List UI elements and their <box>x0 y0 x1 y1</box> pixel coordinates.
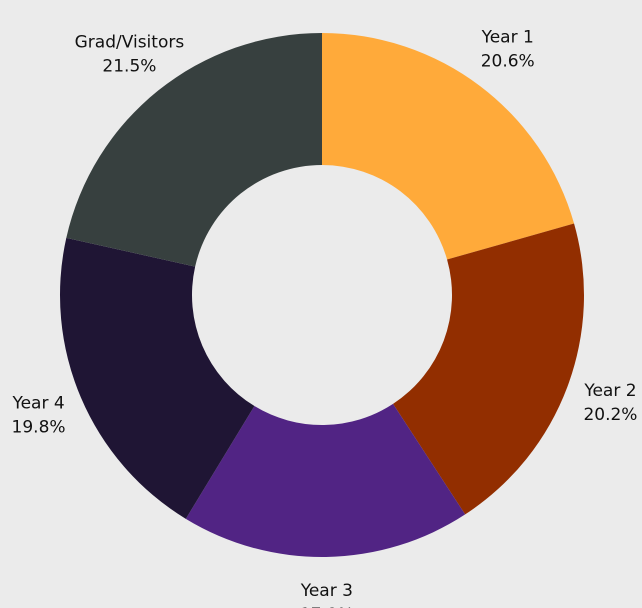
slice-value-label: 20.2% <box>583 405 637 425</box>
slice-value-label: 20.6% <box>481 51 535 71</box>
slice-value-label: 17.9% <box>300 605 354 608</box>
slice-value-label: 19.8% <box>12 418 66 438</box>
slice-value-label: 21.5% <box>102 57 156 77</box>
donut-slice <box>185 403 466 558</box>
slice-label: Year 3 <box>300 581 353 601</box>
slice-label: Grad/Visitors <box>75 33 185 53</box>
donut-slice <box>59 237 255 519</box>
slice-label: Year 4 <box>11 394 64 414</box>
slice-label: Year 1 <box>481 27 534 47</box>
donut-slice <box>322 33 575 260</box>
slice-label: Year 2 <box>583 381 636 401</box>
donut-slice <box>393 223 584 515</box>
donut-slice <box>66 33 322 267</box>
